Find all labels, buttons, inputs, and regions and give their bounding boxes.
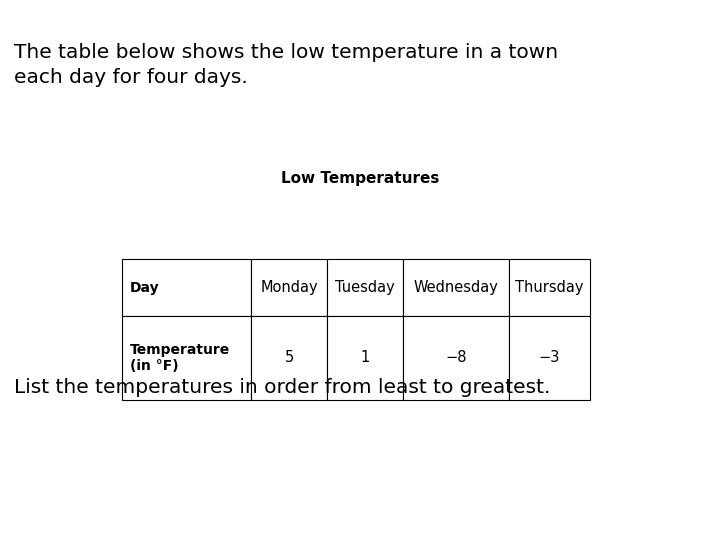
Text: 1: 1: [361, 350, 370, 365]
Text: List the temperatures in order from least to greatest.: List the temperatures in order from leas…: [14, 378, 551, 397]
Text: Tuesday: Tuesday: [336, 280, 395, 295]
Text: 5: 5: [284, 350, 294, 365]
Text: Low Temperatures: Low Temperatures: [281, 171, 439, 186]
Text: The table below shows the low temperature in a town
each day for four days.: The table below shows the low temperatur…: [14, 43, 559, 87]
Text: Thursday: Thursday: [516, 280, 584, 295]
Bar: [251, 316, 327, 400]
Bar: [251, 259, 327, 316]
Bar: [327, 316, 403, 400]
Text: Monday: Monday: [261, 280, 318, 295]
Text: Temperature
(in °F): Temperature (in °F): [130, 343, 230, 373]
Text: −3: −3: [539, 350, 560, 365]
Bar: [122, 316, 251, 400]
Bar: [122, 259, 251, 316]
Bar: [508, 259, 590, 316]
Text: Day: Day: [130, 281, 159, 294]
Bar: [508, 316, 590, 400]
Text: Wednesday: Wednesday: [413, 280, 498, 295]
Bar: [403, 259, 508, 316]
Text: −8: −8: [445, 350, 467, 365]
Bar: [403, 316, 508, 400]
Bar: [327, 259, 403, 316]
